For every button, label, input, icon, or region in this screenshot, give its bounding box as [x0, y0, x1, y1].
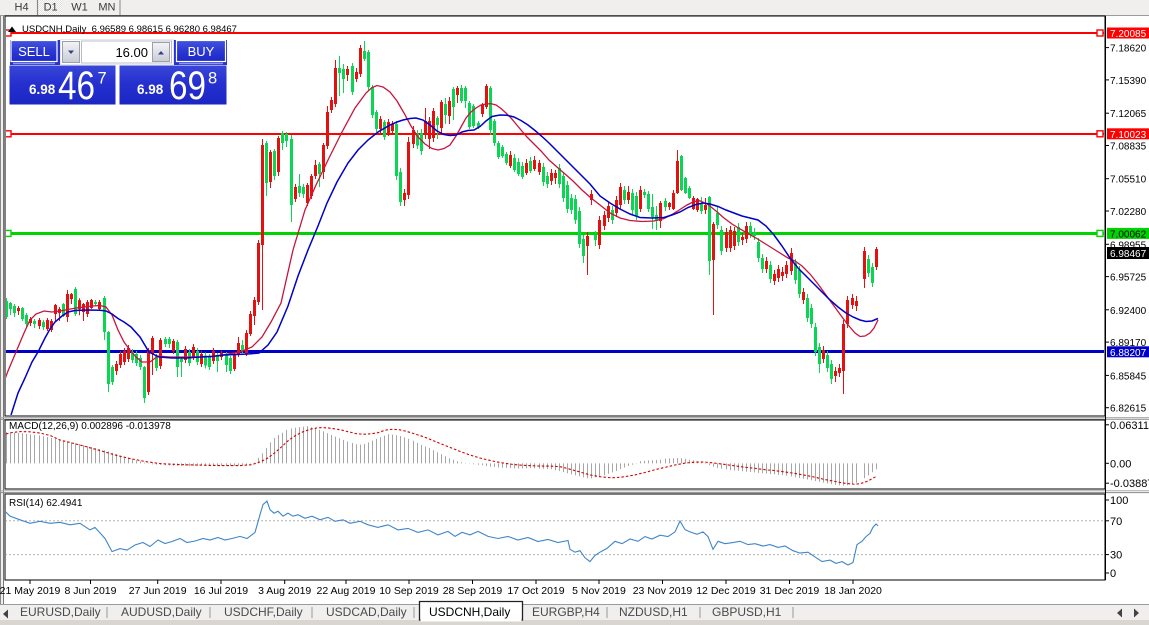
- svg-text:23 Nov 2019: 23 Nov 2019: [633, 585, 693, 597]
- svg-text:7.02280: 7.02280: [1110, 207, 1147, 218]
- svg-text:0.063113: 0.063113: [1110, 420, 1149, 432]
- svg-text:17 Oct 2019: 17 Oct 2019: [507, 585, 564, 597]
- svg-text:6.92400: 6.92400: [1110, 306, 1147, 317]
- svg-text:6.95725: 6.95725: [1110, 273, 1147, 284]
- svg-text:5 Nov 2019: 5 Nov 2019: [572, 585, 626, 597]
- svg-text:7.15390: 7.15390: [1110, 76, 1147, 87]
- svg-text:12 Dec 2019: 12 Dec 2019: [696, 585, 756, 597]
- svg-text:69: 69: [169, 64, 206, 108]
- svg-text:USDCNH,Daily: USDCNH,Daily: [429, 605, 510, 619]
- svg-text:MACD(12,26,9) 0.002896 -0.0139: MACD(12,26,9) 0.002896 -0.013978: [9, 421, 171, 432]
- svg-text:21 May 2019: 21 May 2019: [0, 585, 61, 597]
- svg-text:H4: H4: [15, 2, 29, 14]
- svg-text:0: 0: [1110, 568, 1116, 580]
- svg-text:8 Jun 2019: 8 Jun 2019: [65, 585, 117, 597]
- svg-text:6.85845: 6.85845: [1110, 371, 1147, 382]
- svg-text:BUY: BUY: [188, 44, 215, 59]
- svg-text:28 Sep 2019: 28 Sep 2019: [443, 585, 503, 597]
- svg-text:6.98955: 6.98955: [1110, 240, 1147, 251]
- svg-text:GBPUSD,H1: GBPUSD,H1: [712, 605, 782, 619]
- svg-text:6.89170: 6.89170: [1110, 338, 1147, 349]
- svg-text:8: 8: [208, 70, 217, 88]
- svg-text:6.98: 6.98: [29, 82, 56, 97]
- svg-text:7: 7: [98, 70, 107, 88]
- svg-text:USDCHF,Daily: USDCHF,Daily: [224, 605, 303, 619]
- svg-text:6.98467: 6.98467: [1110, 249, 1147, 260]
- svg-text:7.18620: 7.18620: [1110, 44, 1147, 55]
- svg-text:MN: MN: [98, 2, 115, 14]
- svg-text:10 Sep 2019: 10 Sep 2019: [379, 585, 439, 597]
- svg-text:0.00: 0.00: [1110, 458, 1131, 470]
- svg-text:-0.038872: -0.038872: [1110, 478, 1149, 490]
- svg-text:100: 100: [1110, 495, 1128, 507]
- svg-text:18 Jan 2020: 18 Jan 2020: [824, 585, 882, 597]
- svg-text:31 Dec 2019: 31 Dec 2019: [760, 585, 820, 597]
- svg-text:7.10023: 7.10023: [1110, 130, 1147, 141]
- svg-text:70: 70: [1110, 516, 1122, 528]
- svg-text:16.00: 16.00: [115, 45, 148, 60]
- svg-text:7.12065: 7.12065: [1110, 109, 1147, 120]
- svg-text:W1: W1: [71, 2, 88, 14]
- svg-text:USDCAD,Daily: USDCAD,Daily: [326, 605, 407, 619]
- svg-text:27 Jun 2019: 27 Jun 2019: [129, 585, 187, 597]
- svg-text:46: 46: [58, 64, 95, 108]
- svg-text:7.08835: 7.08835: [1110, 142, 1147, 153]
- svg-text:7.20085: 7.20085: [1110, 29, 1147, 40]
- svg-text:16 Jul 2019: 16 Jul 2019: [194, 585, 248, 597]
- svg-text:EURUSD,Daily: EURUSD,Daily: [20, 605, 101, 619]
- svg-text:6.82615: 6.82615: [1110, 404, 1147, 415]
- svg-text:RSI(14) 62.4941: RSI(14) 62.4941: [9, 498, 83, 509]
- svg-text:EURGBP,H4: EURGBP,H4: [532, 605, 600, 619]
- svg-text:6.98: 6.98: [137, 82, 164, 97]
- svg-text:30: 30: [1110, 550, 1122, 562]
- svg-text:7.00062: 7.00062: [1110, 229, 1147, 240]
- svg-text:6.88207: 6.88207: [1110, 348, 1147, 359]
- svg-text:USDCNH,Daily 6.96589 6.98615: USDCNH,Daily 6.96589 6.98615 6.96280 6.9…: [22, 24, 237, 35]
- svg-text:SELL: SELL: [18, 44, 50, 59]
- svg-text:NZDUSD,H1: NZDUSD,H1: [619, 605, 688, 619]
- svg-text:3 Aug 2019: 3 Aug 2019: [258, 585, 311, 597]
- svg-text:22 Aug 2019: 22 Aug 2019: [317, 585, 376, 597]
- svg-text:7.05510: 7.05510: [1110, 175, 1147, 186]
- svg-text:D1: D1: [44, 2, 58, 14]
- svg-text:AUDUSD,Daily: AUDUSD,Daily: [121, 605, 202, 619]
